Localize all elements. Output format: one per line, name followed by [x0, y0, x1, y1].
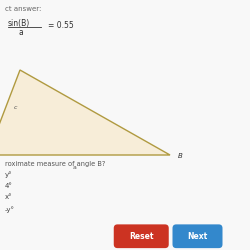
Text: a: a: [19, 28, 24, 37]
Text: 4°: 4°: [5, 182, 13, 188]
Text: y°: y°: [5, 171, 12, 178]
Text: x°: x°: [5, 194, 12, 200]
Text: ct answer:: ct answer:: [5, 6, 42, 12]
Text: = 0.55: = 0.55: [48, 21, 73, 30]
Text: B: B: [178, 153, 182, 159]
FancyBboxPatch shape: [172, 224, 222, 248]
Text: sin(B): sin(B): [8, 19, 30, 28]
Text: Reset: Reset: [129, 232, 154, 241]
Text: Next: Next: [188, 232, 208, 241]
Text: a: a: [73, 165, 77, 170]
Text: c: c: [14, 105, 18, 110]
Text: roximate measure of angle B?: roximate measure of angle B?: [5, 161, 105, 167]
Text: -y°: -y°: [5, 206, 15, 213]
Polygon shape: [0, 70, 170, 155]
FancyBboxPatch shape: [114, 224, 169, 248]
